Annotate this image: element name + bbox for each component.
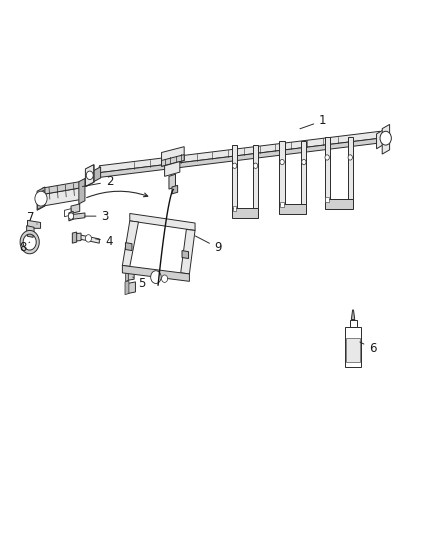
Text: 8: 8 (19, 241, 30, 254)
FancyArrowPatch shape (87, 191, 148, 198)
Polygon shape (43, 188, 80, 206)
Polygon shape (125, 243, 132, 251)
Polygon shape (350, 319, 357, 327)
Polygon shape (182, 251, 188, 259)
Polygon shape (377, 130, 384, 149)
Polygon shape (37, 187, 45, 211)
Polygon shape (99, 131, 380, 173)
Polygon shape (69, 212, 73, 221)
Circle shape (302, 159, 306, 165)
Polygon shape (43, 182, 80, 195)
Polygon shape (162, 155, 184, 166)
Circle shape (68, 213, 74, 219)
Polygon shape (169, 174, 176, 189)
Polygon shape (27, 225, 34, 233)
Polygon shape (125, 281, 129, 295)
Text: 5: 5 (133, 277, 146, 290)
Text: 6: 6 (360, 342, 377, 355)
Polygon shape (233, 206, 237, 211)
Polygon shape (72, 213, 85, 219)
Polygon shape (280, 202, 284, 207)
Circle shape (253, 163, 258, 168)
Polygon shape (86, 165, 94, 187)
Polygon shape (232, 144, 237, 208)
Text: 3: 3 (85, 209, 109, 223)
Polygon shape (71, 204, 80, 214)
Polygon shape (345, 327, 361, 367)
Polygon shape (127, 282, 135, 294)
Polygon shape (325, 199, 353, 209)
Polygon shape (93, 167, 101, 182)
Polygon shape (253, 144, 258, 208)
Circle shape (348, 155, 353, 160)
Polygon shape (127, 271, 134, 280)
Polygon shape (301, 141, 307, 205)
Circle shape (35, 191, 47, 206)
Text: 2: 2 (82, 175, 113, 188)
Text: 7: 7 (27, 211, 37, 224)
Circle shape (380, 131, 391, 145)
Polygon shape (79, 235, 99, 243)
Polygon shape (130, 214, 195, 230)
Polygon shape (181, 229, 195, 274)
Circle shape (233, 163, 237, 168)
Text: 1: 1 (300, 114, 327, 129)
Circle shape (151, 271, 161, 284)
Polygon shape (165, 161, 180, 176)
Polygon shape (99, 138, 380, 177)
Circle shape (325, 155, 329, 160)
Polygon shape (325, 197, 329, 202)
Polygon shape (162, 147, 184, 166)
Polygon shape (172, 185, 178, 194)
Circle shape (162, 275, 168, 282)
Polygon shape (79, 179, 85, 204)
Polygon shape (85, 165, 94, 187)
Polygon shape (348, 136, 353, 199)
Polygon shape (72, 232, 77, 243)
Polygon shape (279, 205, 307, 214)
Polygon shape (122, 221, 138, 266)
Polygon shape (28, 232, 33, 237)
Text: 4: 4 (95, 235, 113, 247)
Polygon shape (279, 141, 285, 205)
Polygon shape (28, 220, 41, 228)
Polygon shape (232, 208, 258, 217)
Polygon shape (122, 265, 189, 281)
Polygon shape (351, 310, 355, 319)
Polygon shape (75, 233, 81, 241)
Circle shape (280, 159, 284, 165)
Circle shape (85, 235, 92, 242)
Polygon shape (346, 338, 360, 362)
Polygon shape (382, 124, 390, 154)
Polygon shape (64, 209, 71, 216)
Text: 9: 9 (195, 236, 222, 254)
Polygon shape (325, 136, 330, 199)
Circle shape (86, 171, 93, 180)
Polygon shape (125, 270, 128, 281)
